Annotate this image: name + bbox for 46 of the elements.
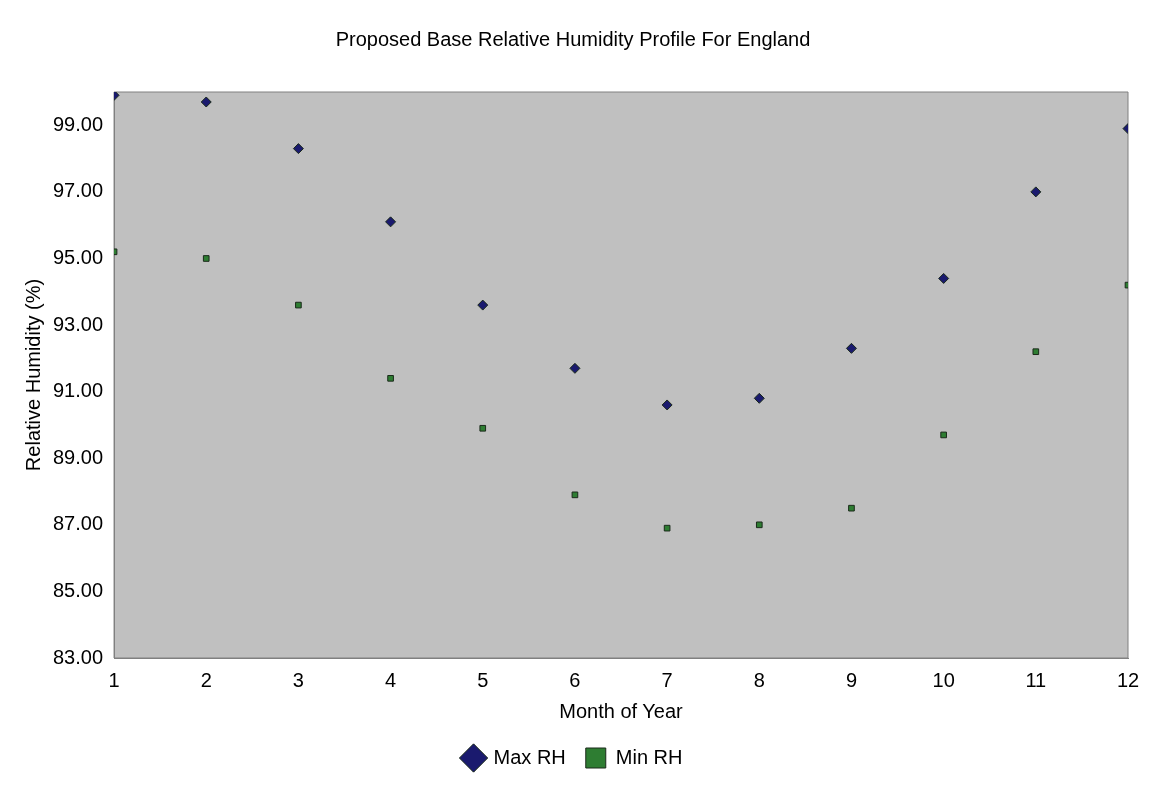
point: [663, 524, 671, 532]
legend-label: Max RH: [493, 745, 566, 768]
y-tick-label: 87.00: [52, 512, 104, 535]
y-tick-label: 95.00: [52, 245, 104, 268]
point: [292, 143, 304, 155]
x-tick-label: 8: [753, 668, 765, 691]
chart-title: Proposed Base Relative Humidity Profile For England: [335, 27, 811, 50]
x-tick-label: 11: [1025, 668, 1047, 691]
x-tick-label: 10: [932, 668, 955, 691]
point: [755, 521, 763, 529]
x-tick-label: 9: [845, 668, 858, 691]
point: [1030, 186, 1042, 198]
point: [477, 299, 489, 311]
x-tick-label: 2: [200, 668, 212, 691]
point: [753, 392, 765, 404]
x-tick-label: 4: [385, 668, 397, 691]
point: [295, 301, 302, 309]
x-tick-label: 6: [569, 668, 581, 691]
x-tick-label: 3: [292, 668, 304, 691]
point: [1032, 348, 1040, 356]
point: [387, 375, 394, 382]
point: [938, 272, 950, 284]
legend-label: Min RH: [615, 745, 683, 768]
point: [385, 216, 397, 228]
x-tick-label: 5: [477, 668, 489, 691]
y-tick-label: 93.00: [52, 312, 104, 335]
point: [845, 342, 857, 354]
x-tick-label: 12: [1116, 668, 1140, 691]
point: [848, 504, 855, 512]
point: [661, 399, 673, 411]
y-tick-label: 99.00: [52, 112, 104, 135]
y-tick-label: 97.00: [52, 179, 104, 202]
point: [202, 255, 210, 262]
y-tick-label: 83.00: [52, 645, 104, 668]
x-tick-label: 7: [661, 668, 673, 691]
y-axis-title: Relative Humidity (%): [21, 278, 44, 472]
point: [569, 362, 581, 374]
x-tick-label: 1: [108, 668, 120, 691]
point: [940, 431, 947, 439]
y-tick-label: 91.00: [52, 379, 104, 402]
y-tick-label: 85.00: [52, 578, 104, 601]
point: [479, 424, 487, 432]
point: [200, 96, 212, 108]
point: [571, 491, 579, 499]
x-axis-title: Month of Year: [559, 699, 684, 722]
y-tick-label: 89.00: [52, 445, 104, 468]
